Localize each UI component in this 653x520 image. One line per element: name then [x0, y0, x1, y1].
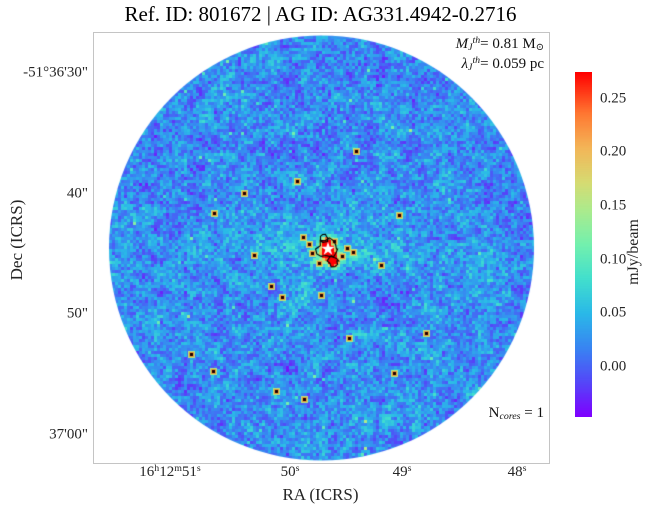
- x-axis-label: RA (ICRS): [282, 485, 359, 504]
- y-axis-label: Dec (ICRS): [7, 199, 26, 281]
- y-tick-label: 40": [66, 185, 88, 202]
- x-tick-label: 50s: [280, 463, 300, 480]
- x-tick-label: 48s: [507, 463, 527, 480]
- y-tick-label: 37'00": [49, 426, 88, 443]
- x-tick-label: 49s: [392, 463, 412, 480]
- y-tick-label: 50": [66, 305, 88, 322]
- colorbar-tick-label: 0.25: [600, 90, 627, 107]
- colorbar-tick-label: 0.15: [600, 197, 627, 214]
- plot-title: Ref. ID: 801672 | AG ID: AG331.4942-0.27…: [124, 2, 517, 26]
- colorbar-tick-label: 0.10: [600, 251, 627, 267]
- colorbar-tick-label: 0.20: [600, 143, 627, 160]
- colorbar: [575, 72, 592, 417]
- colorbar-label: mJy/beam: [625, 219, 642, 285]
- annotation-jeans: MJth= 0.81 M⊙ λJth= 0.059 pc: [456, 35, 544, 75]
- plot-area: MJth= 0.81 M⊙ λJth= 0.059 pc Ncores = 1: [93, 32, 550, 464]
- x-tick-label: 16h12m51s: [139, 463, 201, 480]
- sky-map-canvas: [94, 33, 549, 463]
- annotation-ncores: Ncores = 1: [488, 405, 544, 423]
- annotation-jeans-length: λJth= 0.059 pc: [461, 55, 544, 74]
- colorbar-tick-label: 0.05: [600, 304, 627, 321]
- colorbar-tick-label: 0.00: [600, 358, 627, 375]
- annotation-jeans-mass: MJth= 0.81 M⊙: [455, 35, 544, 54]
- y-tick-label: -51°36'30": [23, 64, 88, 81]
